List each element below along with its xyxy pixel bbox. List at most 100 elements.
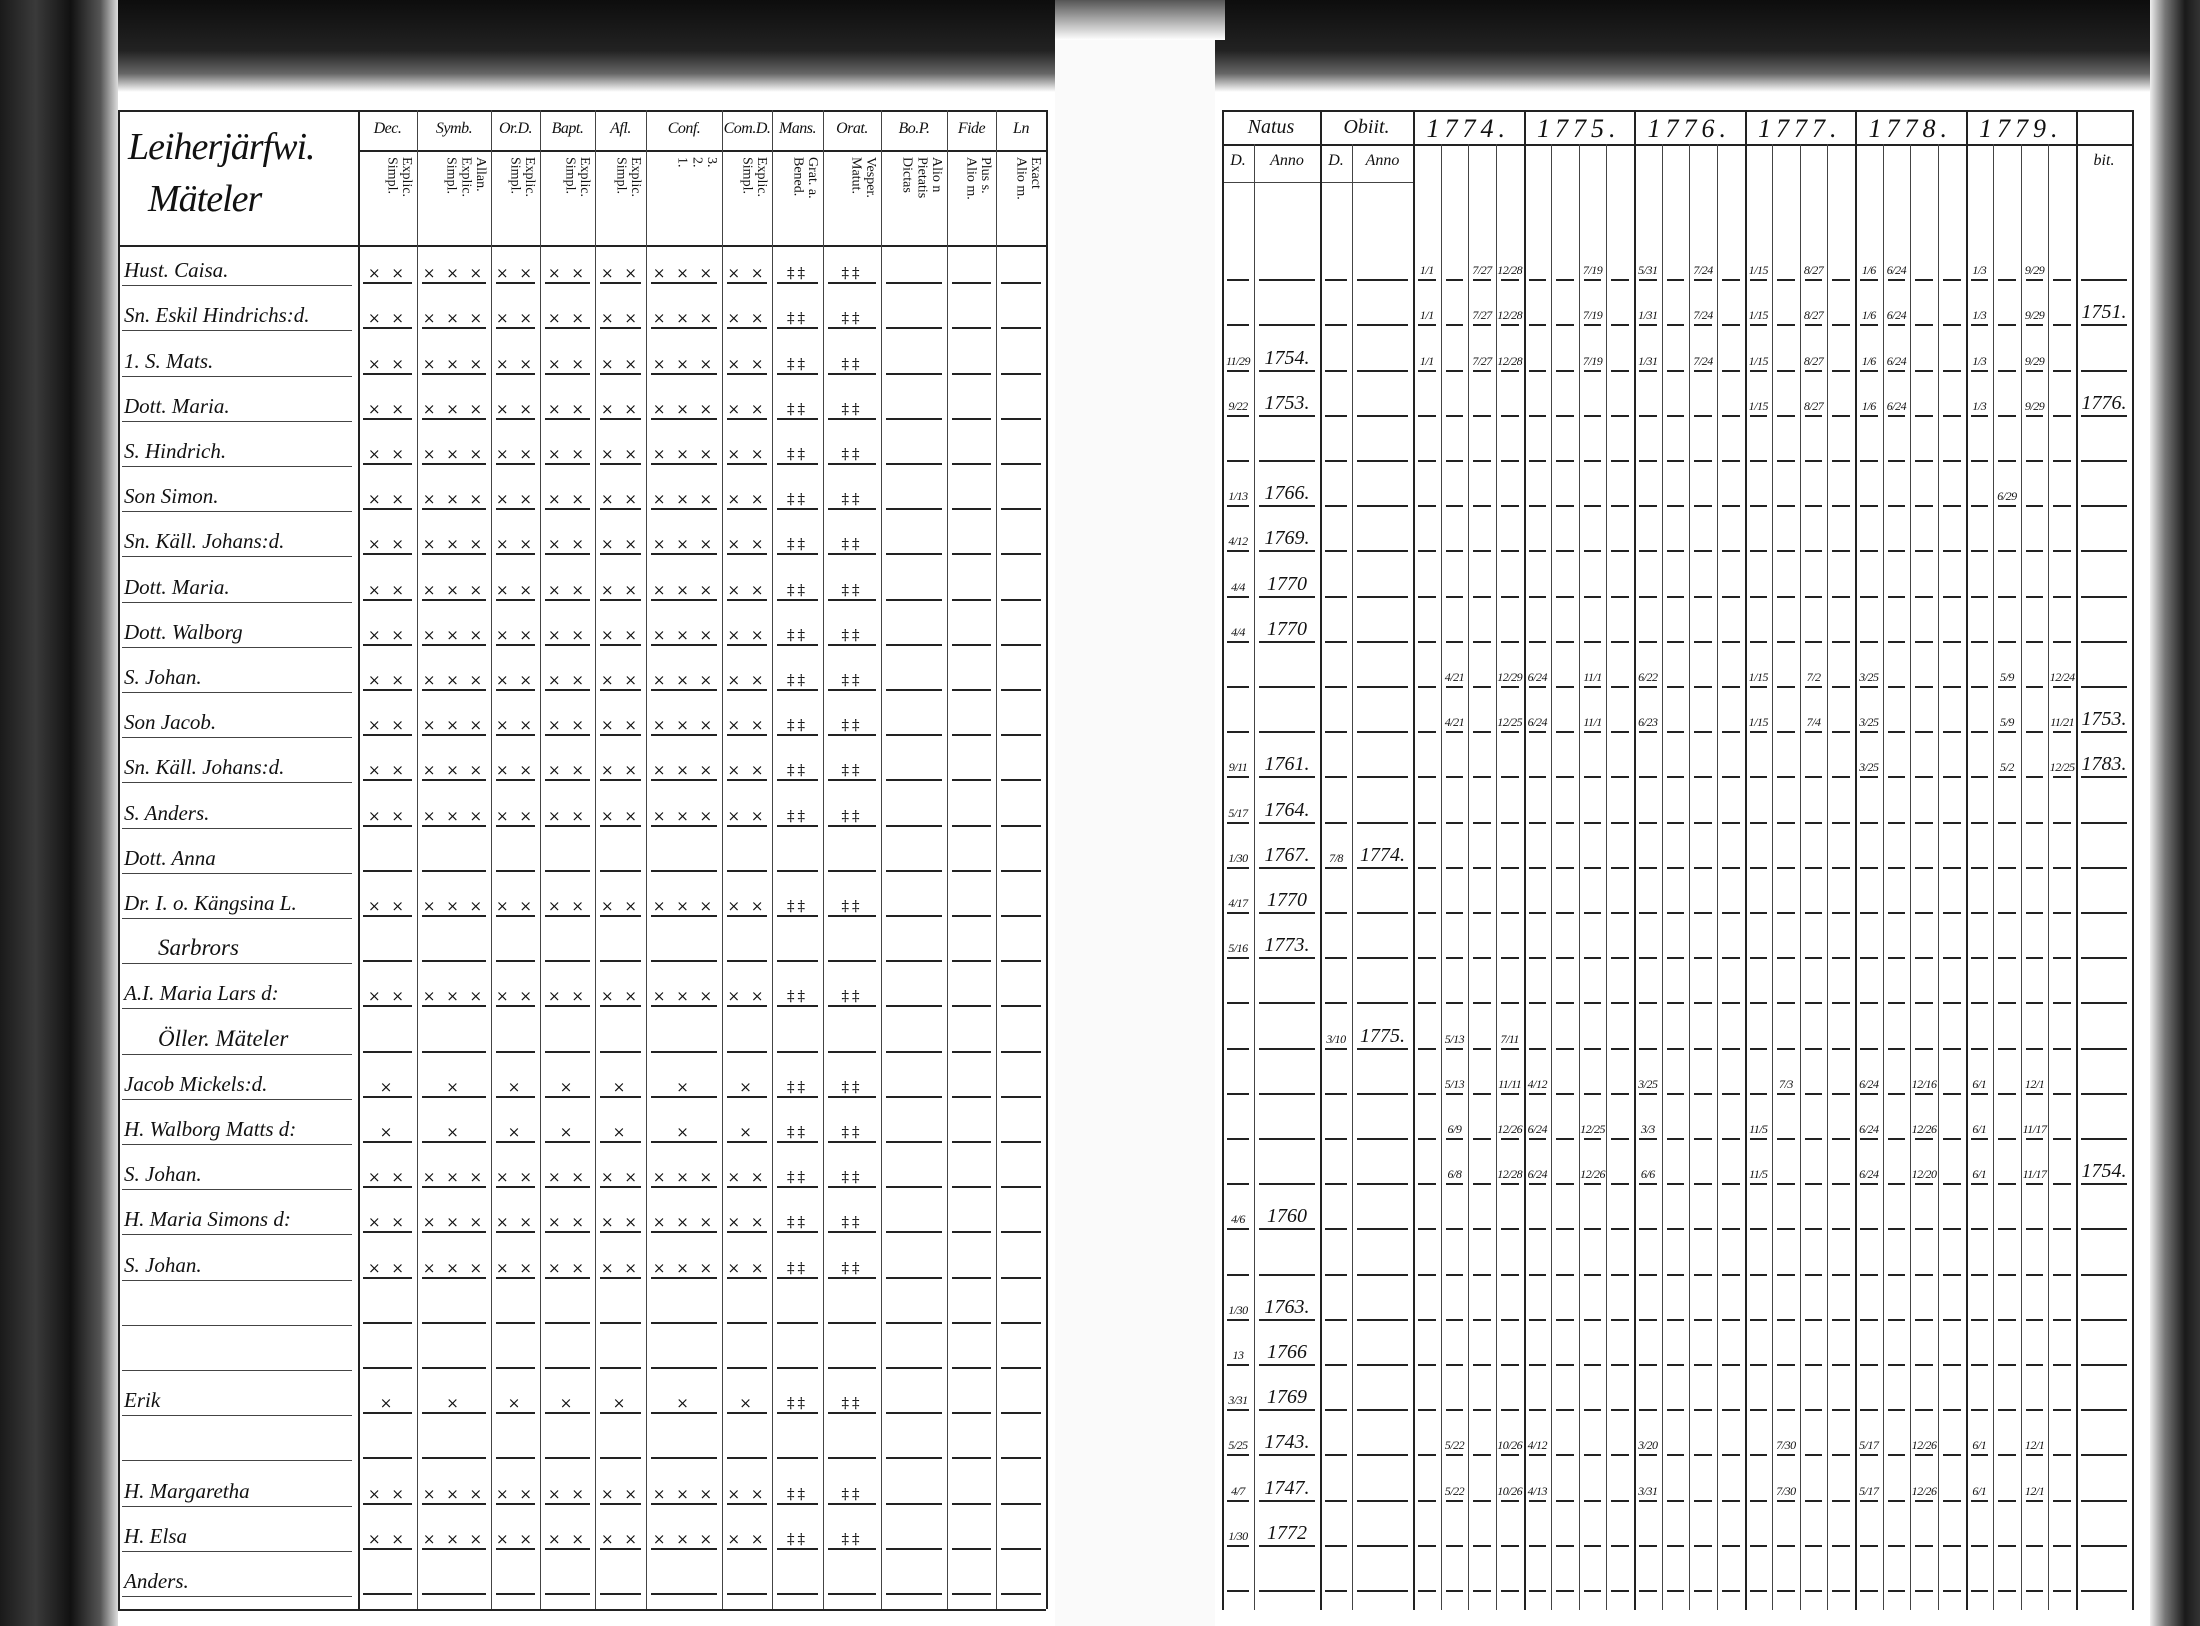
exam-mark: × × [548,580,587,599]
natus-day: 5/16 [1228,941,1248,956]
register-title-line1: Leiherjärfwi. [128,126,316,168]
attendance-cell [1800,1236,1828,1281]
attendance-date: 12/24 [2049,669,2075,684]
attendance-cell [1634,784,1662,829]
exam-mark: × × [727,1484,767,1503]
attendance-cell [1662,1508,1690,1553]
extra-year-underline [2081,911,2127,914]
attendance-cell [1910,694,1938,739]
natus-day-underline [1227,459,1249,462]
attendance-underline [1556,1183,1574,1186]
attendance-underline [1694,550,1712,553]
exam-mark-cell [772,1013,823,1058]
record-row: 4/17 1770 [1215,875,2132,920]
name-underline [122,1460,352,1462]
cell-underline [363,1547,412,1550]
attendance-date: 6/24 [1859,1121,1879,1136]
exam-mark-cell [881,697,947,742]
register-row: Jacob Mickels:d. × × × × × × × ‡‡ ‡‡ [118,1059,1046,1104]
attendance-cell [2048,378,2076,423]
attendance-underline [1942,1454,1961,1457]
obiit-day-cell: 7/8 [1320,830,1352,875]
cell-underline [545,508,590,511]
attendance-cell: 1/31 [1634,287,1662,332]
exam-mark-cell [881,1511,947,1556]
attendance-cell [1606,1508,1634,1553]
register-row: H. Elsa × × × × × × × × × × × × × × × × ‡‡ ‡‡ [118,1511,1046,1556]
exam-mark-cell [947,1194,996,1239]
name-underline [122,601,352,603]
attendance-cell: 11/21 [2048,694,2076,739]
cell-underline [727,1321,767,1324]
attendance-underline [1721,1002,1740,1005]
cell-underline [886,1502,942,1505]
attendance-cell [1910,649,1938,694]
extra-year-cell [2076,423,2132,468]
attendance-underline [1500,459,1519,462]
natus-year-cell: 1770 [1254,558,1320,603]
attendance-cell [1993,920,2021,965]
attendance-cell [1993,875,2021,920]
attendance-underline [1611,279,1629,282]
natus-day-underline [1227,1002,1249,1005]
natus-day-underline [1227,957,1249,960]
exam-mark: × × [368,761,407,780]
attendance-underline [1998,279,2016,282]
attendance-underline [2025,1589,2044,1592]
attendance-cell [2048,875,2076,920]
attendance-underline [1915,505,1933,508]
exam-mark: ‡‡ [841,987,863,1006]
attendance-cell [1938,965,1966,1010]
attendance-cell: 5/22 [1441,1417,1469,1462]
attendance-underline [1777,1047,1795,1050]
exam-mark-cell [722,1556,772,1601]
attendance-cell [1800,1101,1828,1146]
cell-underline [828,824,876,827]
attendance-cell [1772,920,1800,965]
scan-edge-gutter-top [1055,0,1225,40]
exam-mark: ‡‡ [787,309,808,328]
attendance-cell: 7/27 [1468,287,1496,332]
exam-mark-cell: × × [491,1149,540,1194]
attendance-underline [1473,640,1491,643]
attendance-underline [1915,957,1933,960]
exam-mark-cell: × × × [417,968,491,1013]
exam-mark: ‡‡ [841,490,863,509]
attendance-cell [1689,965,1717,1010]
exam-mark-cell: × × [595,471,646,516]
cell-underline [1001,553,1041,556]
attendance-date: 10/26 [1497,1438,1523,1453]
attendance-cell [1606,920,1634,965]
attendance-cell [1496,1282,1524,1327]
cell-underline [777,1276,818,1279]
attendance-underline [1887,1002,1906,1005]
attendance-cell [1496,513,1524,558]
attendance-cell: 1/15 [1745,649,1773,694]
attendance-cell [1910,1372,1938,1417]
attendance-underline [1860,1499,1878,1502]
attendance-underline [1832,1363,1850,1366]
obiit-year-underline [1357,1363,1408,1366]
exam-mark-cell [947,697,996,742]
cell-underline [952,688,991,691]
natus-day-underline [1227,1544,1249,1547]
exam-mark: × × [496,1168,535,1187]
attendance-cell [1496,1327,1524,1372]
attendance-cell [1772,332,1800,377]
exam-mark-cell: × [722,1104,772,1149]
natus-day-underline [1227,911,1249,914]
exam-mark-cell: ‡‡ [772,1104,823,1149]
attendance-cell [2021,1282,2049,1327]
obiit-year-underline [1357,1137,1408,1140]
attendance-date: 5/22 [1444,1438,1465,1453]
attendance-underline [1887,685,1906,688]
obiit-day-cell [1320,1282,1352,1327]
attendance-underline [1887,1363,1906,1366]
attendance-underline [1915,1183,1933,1186]
natus-year: 1769. [1264,527,1310,550]
record-row: 5/16 1773. [1215,920,2132,965]
obiit-year-cell [1352,332,1413,377]
attendance-underline [1639,550,1657,553]
person-name: Jacob Mickels:d. [124,1071,268,1096]
attendance-cell: 6/29 [1993,468,2021,513]
